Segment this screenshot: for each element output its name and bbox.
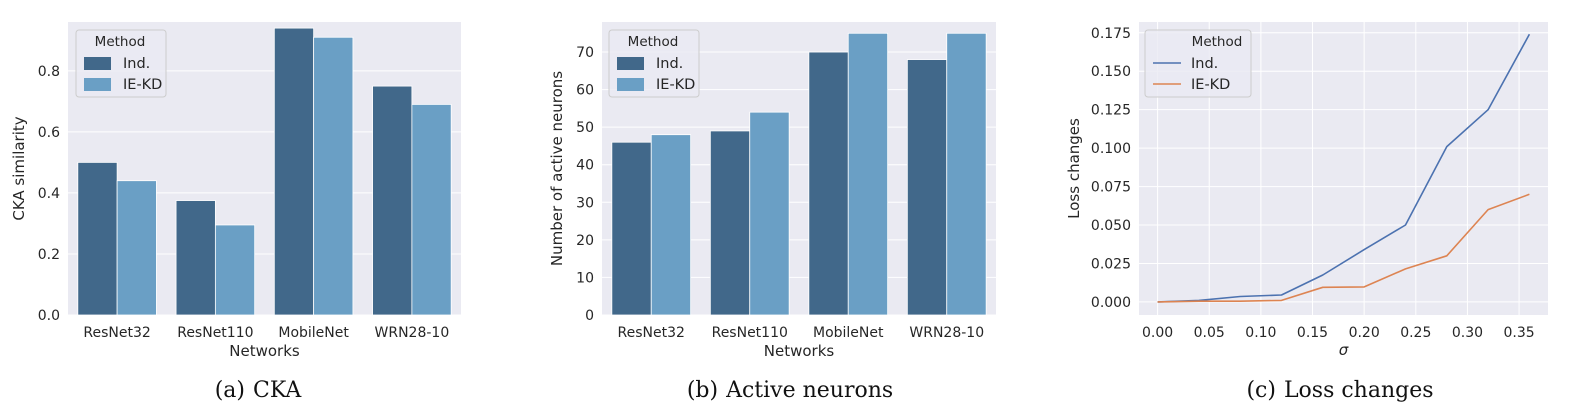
- caption: (a) CKA: [215, 378, 303, 403]
- legend-label: Ind.: [123, 56, 150, 72]
- legend-label: IE-KD: [123, 77, 162, 93]
- legend-box: [1144, 29, 1252, 98]
- bar-ind: [372, 85, 413, 316]
- x-tick-label: 0.30: [1452, 325, 1483, 341]
- y-tick-label: 0.150: [1091, 64, 1131, 80]
- y-tick-label: 50: [576, 120, 594, 136]
- x-tick-label: ResNet110: [712, 325, 788, 341]
- bar-ind: [77, 161, 118, 316]
- y-axis-label: CKA similarity: [10, 116, 28, 220]
- y-tick-label: 0.8: [38, 64, 60, 80]
- x-tick-label: 0.00: [1142, 325, 1173, 341]
- y-tick-label: 0.125: [1091, 103, 1131, 119]
- y-tick-label: 0.100: [1091, 141, 1131, 157]
- caption-text: Active neurons: [725, 378, 893, 403]
- series-line-ind: [1157, 33, 1531, 303]
- y-tick-label: 0.4: [38, 186, 60, 202]
- x-tick-label: MobileNet: [813, 325, 884, 341]
- bar-iekd: [946, 32, 987, 316]
- y-tick-label: 10: [576, 270, 594, 286]
- series-line-iekd: [1157, 193, 1530, 303]
- x-axis-label: σ: [1339, 341, 1349, 359]
- bar-iekd: [411, 104, 452, 316]
- bar-ind: [175, 200, 216, 316]
- x-tick-label: 0.20: [1349, 325, 1380, 341]
- x-tick-label: ResNet32: [618, 325, 685, 341]
- x-tick-label: WRN28-10: [375, 325, 450, 341]
- x-tick-label: MobileNet: [278, 325, 349, 341]
- legend-title: Method: [1192, 34, 1243, 50]
- legend-swatch-ind: [84, 57, 111, 70]
- legend-label: Ind.: [1191, 56, 1218, 72]
- y-tick-label: 60: [576, 83, 594, 99]
- y-tick-label: 20: [576, 233, 594, 249]
- caption-text: Loss changes: [1284, 378, 1434, 403]
- x-tick-label: 0.05: [1194, 325, 1225, 341]
- x-axis-label: Networks: [229, 342, 300, 360]
- y-tick-label: 0.2: [38, 247, 60, 263]
- legend-swatch-iekd: [617, 78, 644, 91]
- caption-label: (b): [687, 378, 718, 403]
- legend-title: Method: [628, 34, 679, 50]
- legend-label: IE-KD: [656, 77, 695, 93]
- y-tick-label: 0.075: [1091, 180, 1131, 196]
- bar-iekd: [313, 36, 354, 316]
- caption-text: CKA: [253, 378, 302, 403]
- x-axis-label: Networks: [764, 342, 835, 360]
- cka-panel: 0.0 0.2 0.4 0.6 0.8 ResNet32 ResNet110 MobileNe…: [10, 22, 461, 403]
- legend-swatch-iekd: [84, 78, 111, 91]
- caption: (b) Active neurons: [687, 378, 893, 403]
- x-tick-label: ResNet110: [177, 325, 253, 341]
- x-tick-label: ResNet32: [83, 325, 150, 341]
- bar-iekd: [214, 224, 256, 316]
- active-neurons-panel: 0 10 20 30 40 50 60 70 ResNet32 ResNet110 MobileNe…: [548, 22, 996, 403]
- y-tick-label: 30: [576, 195, 594, 211]
- x-tick-label: 0.15: [1297, 325, 1328, 341]
- bar-iekd: [650, 134, 692, 316]
- legend-label: Ind.: [656, 56, 683, 72]
- loss-changes-panel: 0.000 0.025 0.050 0.075 0.100 0.125 0.150 0.175…: [1065, 22, 1548, 403]
- y-tick-label: 40: [576, 158, 594, 174]
- bar-iekd: [749, 111, 790, 316]
- bar-ind: [273, 27, 315, 316]
- y-tick-label: 0.025: [1091, 256, 1131, 272]
- legend-label: IE-KD: [1191, 77, 1230, 93]
- bar-ind: [808, 51, 849, 316]
- bar-iekd: [116, 180, 157, 316]
- caption: (c) Loss changes: [1246, 378, 1433, 403]
- x-tick-label: 0.25: [1400, 325, 1431, 341]
- bar-ind: [611, 141, 652, 316]
- legend-swatch-ind: [617, 57, 644, 70]
- x-tick-label: 0.35: [1503, 325, 1534, 341]
- bar-ind: [709, 130, 751, 316]
- y-tick-label: 0.175: [1091, 26, 1131, 42]
- bar-ind: [906, 59, 948, 316]
- y-axis-label: Number of active neurons: [548, 71, 566, 266]
- caption-label: (c): [1246, 378, 1276, 403]
- bar-iekd: [847, 32, 889, 316]
- y-tick-label: 0.6: [38, 125, 60, 141]
- y-tick-label: 70: [576, 45, 594, 61]
- caption-label: (a): [215, 378, 245, 403]
- x-tick-label: WRN28-10: [909, 325, 984, 341]
- x-tick-label: 0.10: [1245, 325, 1276, 341]
- y-tick-label: 0: [585, 308, 594, 324]
- y-tick-label: 0.0: [38, 308, 60, 324]
- y-tick-label: 0.050: [1091, 218, 1131, 234]
- legend-title: Method: [95, 34, 146, 50]
- y-tick-label: 0.000: [1091, 295, 1131, 311]
- y-axis-label: Loss changes: [1065, 118, 1083, 219]
